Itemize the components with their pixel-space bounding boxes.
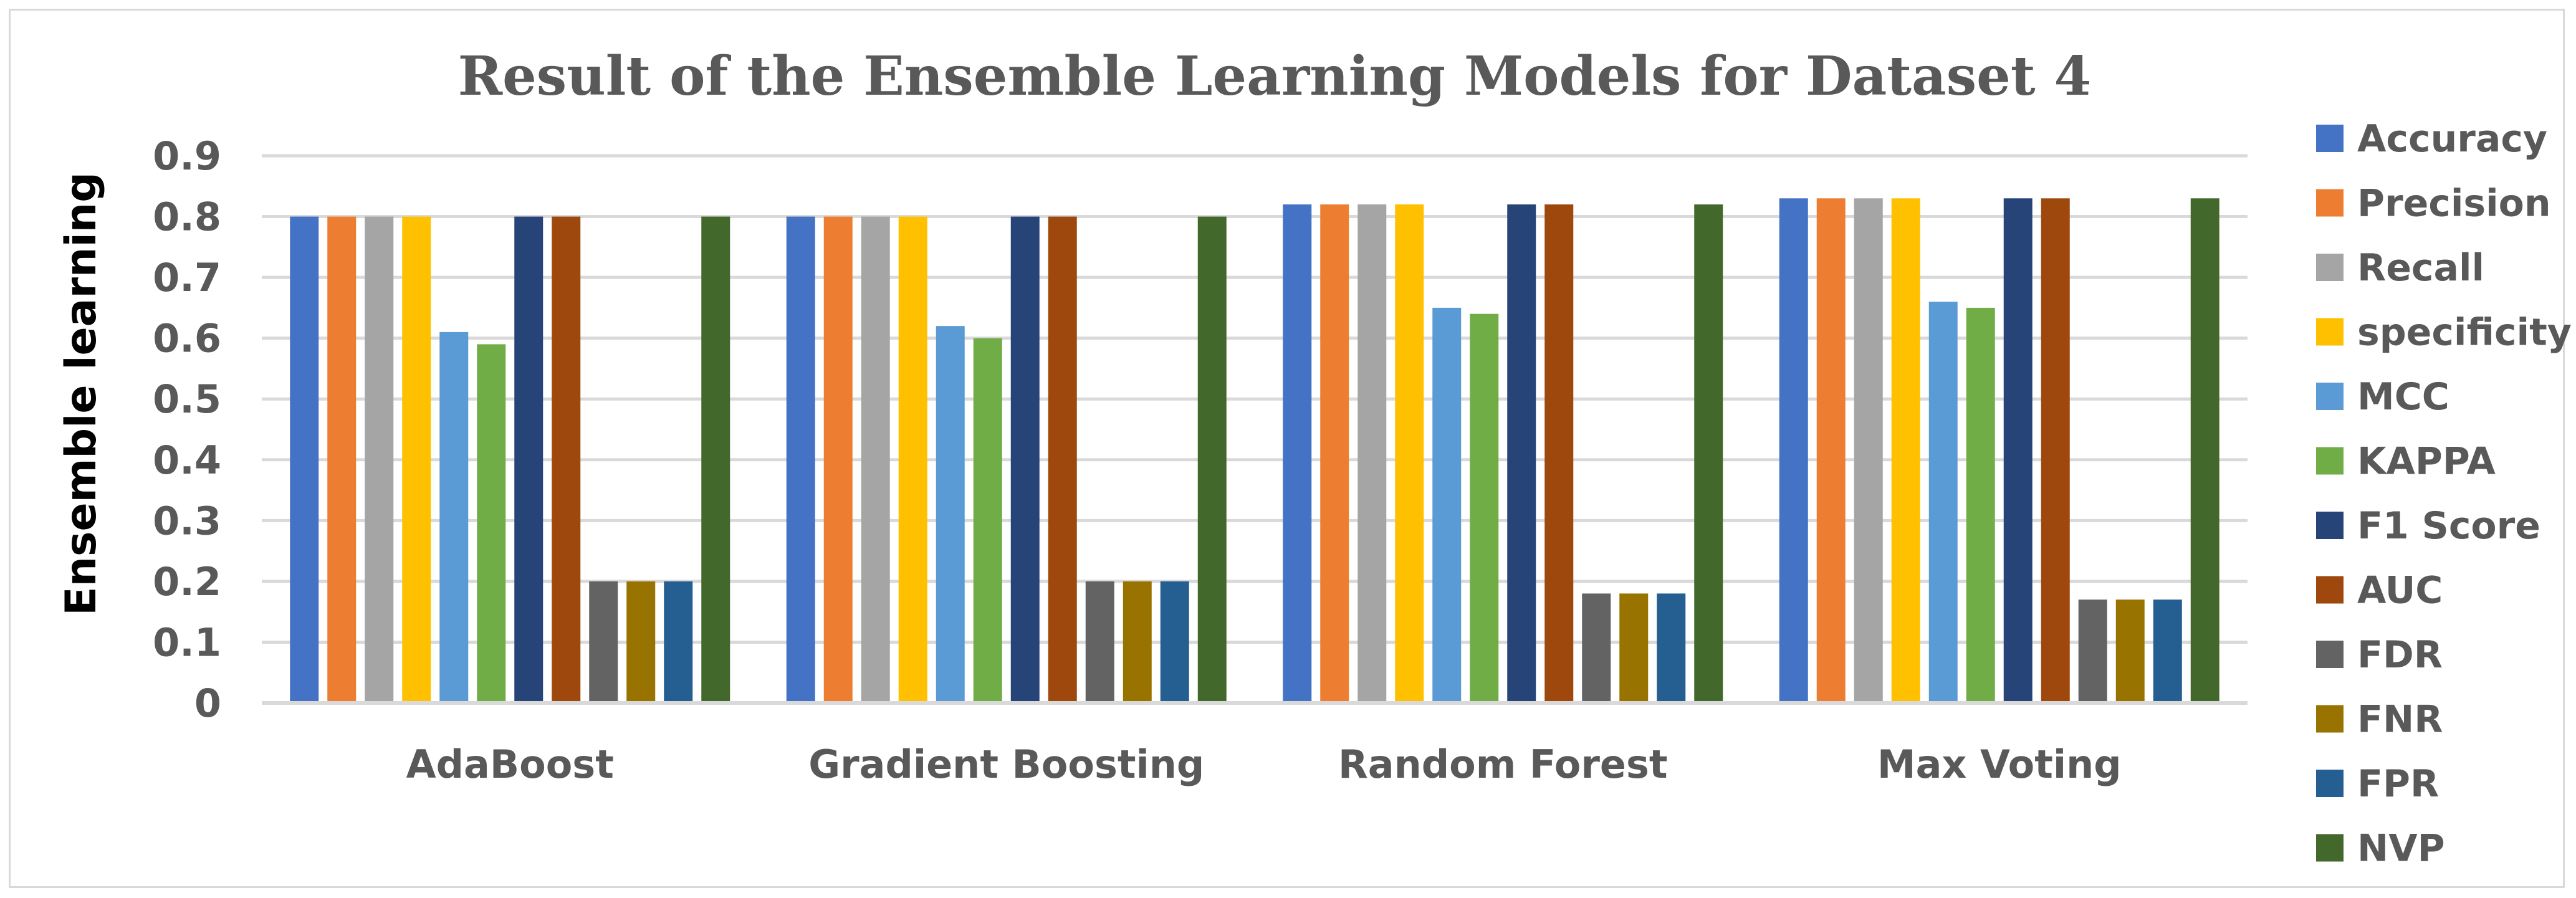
legend-label: F1 Score (2357, 504, 2540, 548)
y-axis-label: Ensemble learning (57, 172, 106, 616)
legend-label: AUC (2357, 569, 2443, 613)
y-tick-label: 0.4 (153, 437, 221, 483)
bar (936, 326, 965, 703)
bar (2041, 198, 2070, 703)
bar (327, 216, 357, 703)
bar (1010, 216, 1040, 703)
bar (1123, 581, 1152, 703)
bar (1966, 307, 1995, 703)
bar (402, 216, 431, 703)
bar (1197, 216, 1227, 703)
legend-label: specificity (2357, 311, 2572, 355)
x-tick-label: Max Voting (1877, 742, 2122, 787)
bar (1283, 204, 1312, 703)
bar (1928, 302, 1958, 704)
bar (1544, 204, 1574, 703)
bar (1320, 204, 1349, 703)
bar (1160, 581, 1189, 703)
bar (1694, 204, 1723, 703)
y-tick-label: 0.7 (153, 255, 221, 300)
y-tick-label: 0.9 (153, 133, 221, 179)
legend-label: MCC (2357, 375, 2449, 419)
bar (290, 216, 319, 703)
bar (477, 344, 506, 703)
bar (1779, 198, 1808, 703)
bar (552, 216, 581, 703)
bar (365, 216, 394, 703)
x-tick-labels: AdaBoost Gradient Boosting Random Forest Ma… (406, 742, 2122, 787)
legend-swatch (2316, 318, 2344, 346)
y-tick-label: 0.3 (153, 498, 221, 543)
x-tick-label: Random Forest (1338, 742, 1667, 787)
legend-label: Accuracy (2357, 117, 2547, 161)
bar (664, 581, 693, 703)
bar (2153, 599, 2182, 703)
bar (1657, 593, 1686, 703)
legend-swatch (2316, 770, 2344, 797)
legend-label: FPR (2357, 762, 2439, 806)
legend-swatch (2316, 576, 2344, 604)
legend-label: NVP (2357, 827, 2445, 871)
bars (290, 198, 2219, 704)
bar (823, 216, 853, 703)
bar (898, 216, 927, 703)
bar (514, 216, 543, 703)
legend-label: Precision (2357, 182, 2551, 226)
bar (1470, 313, 1499, 704)
y-tick-label: 0 (194, 681, 221, 726)
bar (2003, 198, 2033, 703)
bar (1432, 307, 1462, 703)
legend-swatch (2316, 383, 2344, 410)
legend: Accuracy Precision Recall specificity MCC KAP… (2316, 117, 2572, 871)
legend-label: KAPPA (2357, 440, 2496, 484)
y-tick-label: 0.1 (153, 619, 221, 665)
bar (1507, 204, 1536, 703)
bar (439, 332, 469, 703)
x-tick-label: AdaBoost (406, 742, 614, 787)
legend-swatch (2316, 125, 2344, 152)
bar (973, 338, 1002, 703)
bar (701, 216, 730, 703)
bar (2078, 599, 2107, 703)
y-tick-label: 0.8 (153, 194, 221, 240)
bar (861, 216, 890, 703)
bar (1085, 581, 1114, 703)
bar (1816, 198, 1846, 703)
y-tick-label: 0.6 (153, 316, 221, 361)
legend-label: Recall (2357, 246, 2484, 290)
bar (1395, 204, 1424, 703)
bar (589, 581, 618, 703)
bar (1048, 216, 1077, 703)
bar (1582, 593, 1611, 703)
legend-swatch (2316, 189, 2344, 217)
bar (2190, 198, 2219, 703)
y-tick-label: 0.2 (153, 559, 221, 604)
bar (1619, 593, 1649, 703)
bar (1854, 198, 1883, 703)
legend-swatch (2316, 641, 2344, 668)
legend-swatch (2316, 705, 2344, 733)
bar (2115, 599, 2145, 703)
x-tick-label: Gradient Boosting (808, 742, 1204, 787)
chart-title: Result of the Ensemble Learning Models f… (458, 45, 2092, 108)
legend-swatch (2316, 254, 2344, 281)
legend-swatch (2316, 512, 2344, 539)
bar (626, 581, 656, 703)
bar (1891, 198, 1920, 703)
bar (786, 216, 815, 703)
legend-label: FNR (2357, 698, 2443, 742)
bar (1357, 204, 1387, 703)
legend-label: FDR (2357, 633, 2443, 677)
y-tick-labels: 0 0.1 0.2 0.3 0.4 0.5 0.6 0.7 0.8 0.9 (153, 133, 221, 726)
y-tick-label: 0.5 (153, 376, 221, 422)
legend-swatch (2316, 834, 2344, 862)
legend-swatch (2316, 447, 2344, 475)
